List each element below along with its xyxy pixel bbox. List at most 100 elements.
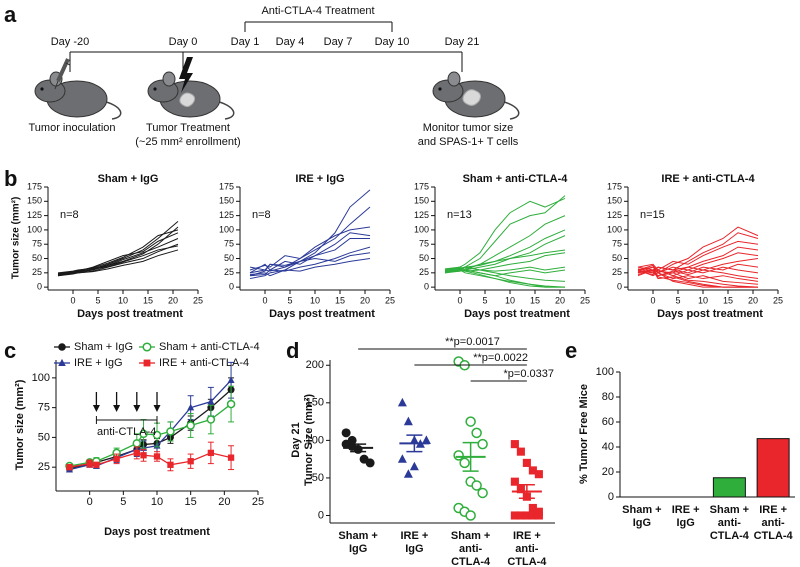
marker	[516, 485, 525, 494]
x-tick-label: 5	[482, 295, 487, 305]
x-category-label: anti-	[515, 543, 539, 555]
marker	[140, 452, 147, 459]
annotation: n=13	[447, 209, 472, 221]
marker	[516, 511, 525, 520]
marker	[465, 510, 476, 521]
x-tick-label: 20	[555, 295, 565, 305]
y-axis-label: % Tumor Free Mice	[578, 384, 590, 484]
panel-letter: a	[4, 2, 17, 27]
panel-letter: c	[4, 338, 16, 363]
line	[57, 238, 179, 274]
marker	[58, 358, 66, 367]
line	[57, 249, 179, 277]
annotation: n=15	[640, 209, 665, 221]
y-tick-label: 75	[419, 239, 429, 249]
marker	[471, 480, 482, 491]
legend-label: IRE + anti-CTLA-4	[159, 357, 249, 369]
line	[249, 258, 371, 277]
marker	[143, 359, 151, 367]
marker	[153, 453, 161, 460]
x-category-label: CTLA-4	[507, 556, 547, 567]
day-label: Day 10	[375, 36, 410, 48]
marker	[167, 461, 174, 468]
x-category-label: Sham +	[338, 530, 377, 542]
y-tick-label: 175	[607, 181, 622, 191]
marker	[187, 458, 194, 465]
y-tick-label: 150	[414, 196, 429, 206]
x-category-label: IRE +	[400, 530, 428, 542]
line	[249, 252, 371, 271]
marker	[516, 447, 525, 456]
y-tick-label: 25	[32, 267, 42, 277]
x-axis-label: Days post treatment	[657, 308, 763, 320]
y-tick-label: 200	[306, 359, 324, 371]
day-label: Day 0	[169, 36, 198, 48]
x-category-label: anti-	[459, 543, 483, 555]
marker	[522, 511, 531, 520]
marker	[421, 435, 431, 444]
y-tick-label: 25	[224, 267, 234, 277]
marker	[152, 430, 162, 440]
y-tick-label: 80	[602, 391, 614, 403]
x-category-label: anti-	[762, 517, 786, 529]
y-tick-label: 100	[414, 224, 429, 234]
x-category-label: Sham +	[451, 530, 490, 542]
marker	[477, 438, 488, 450]
y-tick-label: 50	[612, 253, 622, 263]
x-tick-label: 25	[252, 496, 264, 508]
y-axis-label: Day 21	[290, 422, 302, 457]
y-tick-label: 20	[602, 466, 614, 478]
significance-label: **p=0.0017	[445, 336, 500, 348]
marker	[528, 503, 537, 513]
x-tick-label: 20	[748, 295, 758, 305]
timeline: Anti-CTLA-4 Treatment Day -20 Day 0 Day …	[28, 5, 520, 148]
marker	[510, 440, 519, 449]
marker	[93, 461, 100, 468]
marker	[397, 397, 407, 407]
x-tick-label: 20	[168, 295, 178, 305]
line	[57, 232, 179, 276]
bar	[756, 438, 790, 498]
x-tick-label: 25	[193, 295, 203, 305]
y-tick-label: 50	[312, 472, 324, 484]
y-tick-label: 75	[38, 402, 50, 414]
mouse-icon	[34, 58, 122, 120]
x-category-label: IgG	[405, 543, 423, 555]
marker	[132, 439, 142, 448]
marker	[403, 416, 413, 426]
line	[637, 240, 759, 271]
panel-letter: b	[4, 166, 17, 191]
x-tick-label: 10	[118, 295, 128, 305]
x-category-label: IRE +	[672, 504, 700, 516]
marker	[227, 454, 235, 461]
marker	[347, 435, 357, 445]
x-category-label: Sham +	[710, 504, 749, 516]
x-tick-label: 15	[723, 295, 733, 305]
marker	[113, 455, 120, 462]
x-tick-label: 15	[143, 295, 153, 305]
x-tick-label: 0	[457, 295, 462, 305]
x-tick-label: 5	[120, 496, 126, 508]
line	[249, 246, 371, 277]
caption: and SPAS-1+ T cells	[418, 136, 519, 148]
marker	[86, 460, 93, 467]
marker	[365, 458, 375, 468]
caption: Tumor Treatment	[146, 122, 230, 134]
legend-label: Sham + anti-CTLA-4	[159, 341, 260, 353]
marker	[341, 428, 351, 438]
marker	[186, 421, 195, 430]
y-tick-label: 0	[424, 282, 429, 292]
x-tick-label: 0	[87, 496, 93, 508]
chart-title: Sham + IgG	[98, 173, 159, 185]
line	[57, 220, 179, 276]
y-tick-label: 0	[617, 282, 622, 292]
day-label: Day 21	[445, 36, 480, 48]
line	[637, 266, 759, 277]
line	[444, 197, 566, 271]
x-tick-label: 15	[185, 496, 197, 508]
y-tick-label: 50	[32, 253, 42, 263]
y-tick-label: 25	[419, 267, 429, 277]
chart-title: IRE + anti-CTLA-4	[661, 173, 755, 185]
mouse-icon	[147, 57, 235, 120]
